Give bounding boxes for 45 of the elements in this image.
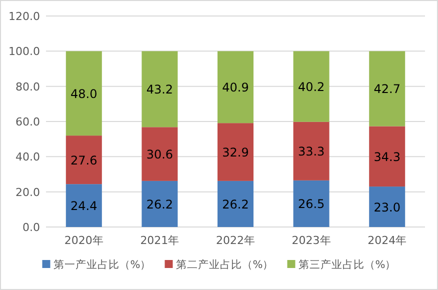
bar bbox=[293, 51, 330, 122]
data-label: 24.4 bbox=[70, 199, 98, 214]
x-tick-label: 2021年 bbox=[140, 234, 180, 247]
data-label: 23.0 bbox=[374, 200, 400, 214]
bar bbox=[66, 184, 102, 227]
bar bbox=[218, 180, 254, 227]
data-label: 27.6 bbox=[70, 153, 98, 168]
y-tick-label: 20.0 bbox=[16, 186, 40, 199]
data-label: 42.7 bbox=[374, 82, 400, 96]
data-label: 34.3 bbox=[374, 150, 400, 164]
bar bbox=[142, 180, 178, 227]
bar bbox=[66, 51, 102, 136]
x-tick-label: 2020年 bbox=[64, 234, 104, 247]
data-label: 40.2 bbox=[298, 80, 325, 94]
data-label: 26.2 bbox=[222, 197, 249, 212]
data-label: 32.9 bbox=[222, 146, 249, 160]
x-tick-label: 2022年 bbox=[216, 234, 255, 247]
legend-label: 第一产业占比（%） bbox=[53, 258, 152, 271]
y-tick-label: 0.0 bbox=[22, 221, 40, 234]
y-tick-label: 120.0 bbox=[8, 10, 40, 23]
y-tick-label: 60.0 bbox=[16, 116, 40, 128]
data-label: 40.9 bbox=[222, 80, 249, 95]
data-label: 26.2 bbox=[146, 197, 174, 212]
bar bbox=[293, 180, 330, 227]
bar bbox=[218, 51, 254, 124]
data-label: 30.6 bbox=[146, 148, 174, 162]
bar bbox=[66, 136, 102, 184]
y-tick-label: 40.0 bbox=[16, 150, 40, 164]
bar bbox=[142, 51, 178, 128]
data-label: 26.5 bbox=[298, 197, 325, 212]
data-label: 43.2 bbox=[146, 82, 174, 97]
bar bbox=[293, 122, 330, 180]
legend-label: 第二产业占比（%） bbox=[176, 258, 274, 271]
bar bbox=[369, 51, 406, 126]
bar bbox=[369, 126, 406, 187]
data-label: 33.3 bbox=[298, 144, 325, 159]
bar bbox=[369, 186, 406, 227]
data-label: 48.0 bbox=[70, 86, 98, 101]
x-tick-label: 2023年 bbox=[292, 234, 331, 247]
bar bbox=[142, 127, 178, 181]
legend-label: 第三产业占比（%） bbox=[298, 258, 396, 271]
bar bbox=[218, 123, 254, 181]
y-tick-label: 80.0 bbox=[16, 80, 40, 94]
x-tick-label: 2024年 bbox=[368, 234, 407, 247]
y-tick-label: 100.0 bbox=[8, 45, 40, 58]
